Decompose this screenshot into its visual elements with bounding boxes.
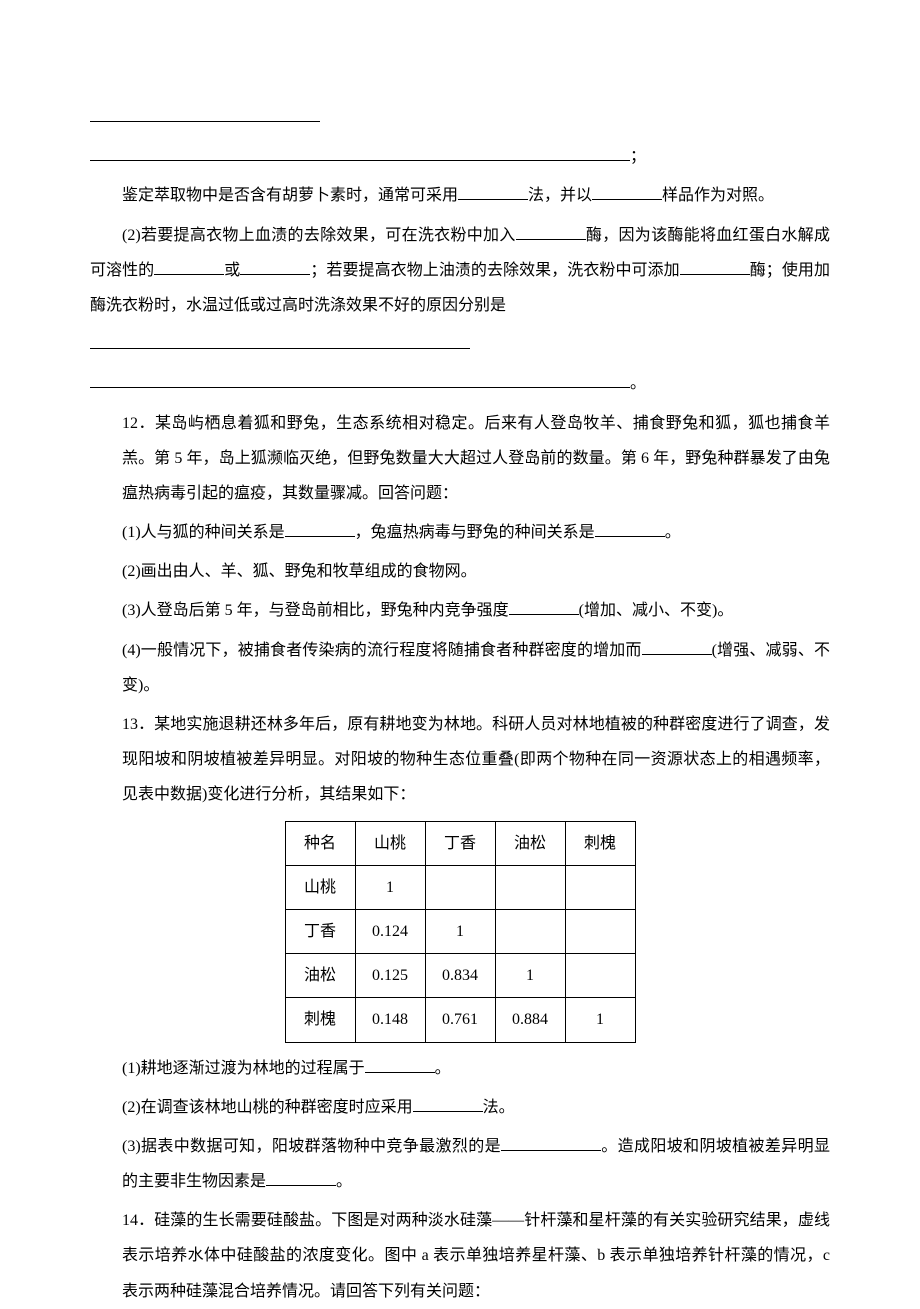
text: 鉴定萃取物中是否含有胡萝卜素时，通常可采用 (122, 187, 458, 204)
text: 13．某地实施退耕还林多年后，原有耕地变为林地。科研人员对林地植被的种群密度进行… (122, 716, 830, 803)
table-cell: 1 (565, 998, 635, 1042)
table-cell (495, 909, 565, 953)
blank (680, 259, 750, 275)
blank (592, 184, 662, 200)
blank (365, 1057, 435, 1073)
question-13-1: (1)耕地逐渐过渡为林地的过程属于 。 (90, 1051, 830, 1086)
text: (1)耕地逐渐过渡为林地的过程属于 (122, 1060, 365, 1077)
text: 法。 (483, 1099, 515, 1116)
text: (2)在调查该林地山桃的种群密度时应采用 (122, 1099, 413, 1116)
text: (3)人登岛后第 5 年，与登岛前相比，野兔种内竞争强度 (122, 602, 509, 619)
table-cell: 1 (425, 909, 495, 953)
table-cell: 1 (355, 865, 425, 909)
text: ；若要提高衣物上油渍的去除效果，洗衣粉中可添加 (310, 262, 679, 279)
table-cell: 0.834 (425, 954, 495, 998)
blank (642, 639, 712, 655)
table-cell: 0.148 (355, 998, 425, 1042)
table-cell: 刺槐 (285, 998, 355, 1042)
table-cell: 0.124 (355, 909, 425, 953)
text: 或 (224, 262, 240, 279)
table-header-row: 种名 山桃 丁香 油松 刺槐 (285, 821, 635, 865)
table-cell (495, 865, 565, 909)
question-12-intro: 12．某岛屿栖息着狐和野兔，生态系统相对稳定。后来有人登岛牧羊、捕食野兔和狐，狐… (90, 406, 830, 512)
table-cell (565, 954, 635, 998)
blank (509, 599, 579, 615)
table-row: 刺槐 0.148 0.761 0.884 1 (285, 998, 635, 1042)
blank (458, 184, 528, 200)
table-cell: 刺槐 (565, 821, 635, 865)
text: 样品作为对照。 (662, 187, 774, 204)
text: (1)人与狐的种间关系是 (122, 524, 285, 541)
table-cell: 0.125 (355, 954, 425, 998)
table-cell (565, 909, 635, 953)
blank (516, 224, 586, 240)
blank-line (90, 145, 630, 161)
text: (2)若要提高衣物上血渍的去除效果，可在洗衣粉中加入 (122, 227, 516, 244)
table-cell: 种名 (285, 821, 355, 865)
table-cell: 丁香 (425, 821, 495, 865)
text: 。 (665, 524, 681, 541)
question-12-4: (4)一般情况下，被捕食者传染病的流行程度将随捕食者种群密度的增加而(增强、减弱… (90, 633, 830, 703)
text: 14．硅藻的生长需要硅酸盐。下图是对两种淡水硅藻——针杆藻和星杆藻的有关实验研究… (122, 1212, 830, 1299)
blank (501, 1135, 601, 1151)
question-12-3: (3)人登岛后第 5 年，与登岛前相比，野兔种内竞争强度 (增加、减小、不变)。 (90, 593, 830, 628)
table-cell: 山桃 (355, 821, 425, 865)
table-cell (425, 865, 495, 909)
blank (266, 1170, 336, 1186)
blank-line (90, 106, 320, 122)
text: 法，并以 (528, 187, 592, 204)
table-cell: 油松 (495, 821, 565, 865)
question-13-2: (2)在调查该林地山桃的种群密度时应采用 法。 (90, 1090, 830, 1125)
blank (413, 1096, 483, 1112)
text: (3)据表中数据可知，阳坡群落物种中竞争最激烈的是 (122, 1138, 501, 1155)
table-cell (565, 865, 635, 909)
text: 12．某岛屿栖息着狐和野兔，生态系统相对稳定。后来有人登岛牧羊、捕食野兔和狐，狐… (122, 415, 830, 502)
paragraph: (2)若要提高衣物上血渍的去除效果，可在洗衣粉中加入酶，因为该酶能将血红蛋白水解… (90, 218, 830, 324)
text: (2)画出由人、羊、狐、野兔和牧草组成的食物网。 (122, 563, 477, 580)
table-cell: 丁香 (285, 909, 355, 953)
table-row: 丁香 0.124 1 (285, 909, 635, 953)
question-12-2: (2)画出由人、羊、狐、野兔和牧草组成的食物网。 (90, 554, 830, 589)
blank-line (90, 333, 470, 349)
question-13-3: (3)据表中数据可知，阳坡群落物种中竞争最激烈的是。造成阳坡和阴坡植被差异明显的… (90, 1129, 830, 1199)
question-12-1: (1)人与狐的种间关系是 ，兔瘟热病毒与野兔的种间关系是 。 (90, 515, 830, 550)
table-cell: 1 (495, 954, 565, 998)
text: (增加、减小、不变)。 (579, 602, 734, 619)
table-cell: 油松 (285, 954, 355, 998)
question-13-intro: 13．某地实施退耕还林多年后，原有耕地变为林地。科研人员对林地植被的种群密度进行… (90, 707, 830, 813)
text: (4)一般情况下，被捕食者传染病的流行程度将随捕食者种群密度的增加而 (122, 642, 642, 659)
table-cell: 山桃 (285, 865, 355, 909)
table-cell: 0.884 (495, 998, 565, 1042)
blank (285, 521, 355, 537)
overlap-table: 种名 山桃 丁香 油松 刺槐 山桃 1 丁香 0.124 1 油松 0.125 … (285, 821, 636, 1043)
text: 。 (336, 1173, 352, 1190)
table-row: 油松 0.125 0.834 1 (285, 954, 635, 998)
blank (240, 259, 310, 275)
question-14-intro: 14．硅藻的生长需要硅酸盐。下图是对两种淡水硅藻——针杆藻和星杆藻的有关实验研究… (90, 1203, 830, 1309)
table-cell: 0.761 (425, 998, 495, 1042)
text: 。 (435, 1060, 451, 1077)
blank (595, 521, 665, 537)
blank-line (90, 372, 630, 388)
table-row: 山桃 1 (285, 865, 635, 909)
text: ，兔瘟热病毒与野兔的种间关系是 (355, 524, 595, 541)
blank (154, 259, 224, 275)
paragraph: 鉴定萃取物中是否含有胡萝卜素时，通常可采用 法，并以 样品作为对照。 (90, 178, 830, 213)
